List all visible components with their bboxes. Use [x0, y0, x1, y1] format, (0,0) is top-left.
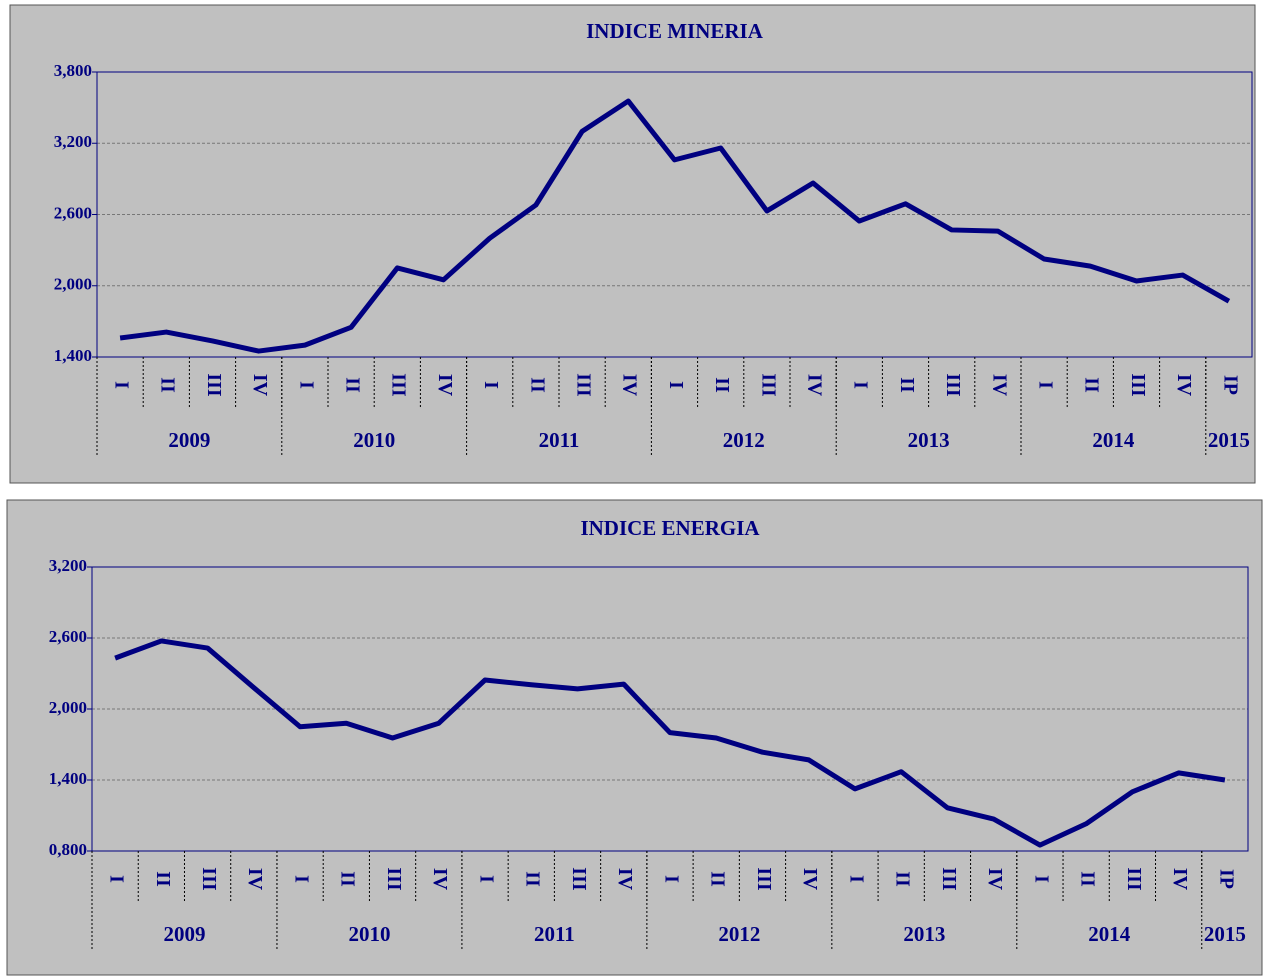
x-tick-label: III: [757, 373, 779, 397]
group-label: 2011: [539, 428, 580, 452]
y-tick-label: 1,400: [49, 769, 87, 788]
x-tick-label: IV: [434, 374, 456, 397]
x-tick-label: III: [1127, 373, 1149, 397]
x-tick-label: IV: [988, 374, 1010, 397]
x-tick-label: I: [111, 381, 133, 389]
x-tick-label: II: [342, 377, 364, 393]
chart-frame: [6, 499, 1263, 976]
x-tick-label: III: [1123, 867, 1145, 891]
x-tick-label: II: [526, 377, 548, 393]
x-tick-label: III: [388, 373, 410, 397]
x-tick-label: I: [665, 381, 687, 389]
group-label: 2014: [1092, 428, 1135, 452]
x-tick-label: IV: [244, 868, 266, 891]
x-tick-label: III: [383, 867, 405, 891]
y-tick-label: 2,600: [49, 627, 87, 646]
x-tick-label: III: [938, 867, 960, 891]
x-tick-label: II: [152, 871, 174, 887]
x-tick-label: III: [573, 373, 595, 397]
group-label: 2013: [903, 922, 945, 946]
x-tick-label: II: [522, 871, 544, 887]
x-tick-label: I: [475, 875, 497, 883]
x-tick-label: IV: [249, 374, 271, 397]
x-tick-label: II: [337, 871, 359, 887]
x-tick-label: I: [295, 381, 317, 389]
x-tick-label: II: [707, 871, 729, 887]
x-tick-label: IV: [804, 374, 826, 397]
x-tick-label: II: [1077, 871, 1099, 887]
x-tick-label: II: [1081, 377, 1103, 393]
group-label: 2015: [1208, 428, 1250, 452]
y-tick-label: 2,000: [49, 698, 87, 717]
group-label: 2009: [163, 922, 205, 946]
x-tick-label: I: [1035, 381, 1057, 389]
group-label: 2015: [1204, 922, 1246, 946]
x-tick-label: I: [480, 381, 502, 389]
x-tick-label: I: [850, 381, 872, 389]
y-tick-label: 3,200: [49, 556, 87, 575]
x-tick-label: III: [753, 867, 775, 891]
x-tick-label: III: [568, 867, 590, 891]
y-tick-label: 2,600: [54, 203, 92, 222]
x-tick-label: IV: [1173, 374, 1195, 397]
x-tick-label: IV: [984, 868, 1006, 891]
x-tick-label: IV: [799, 868, 821, 891]
x-tick-label: III: [198, 867, 220, 891]
group-label: 2012: [723, 428, 765, 452]
x-tick-label: IV: [429, 868, 451, 891]
x-tick-label: IP: [1219, 375, 1241, 395]
group-label: 2014: [1088, 922, 1131, 946]
x-tick-label: II: [892, 871, 914, 887]
line: [119, 98, 1231, 354]
x-tick-label: III: [203, 373, 225, 397]
x-tick-label: II: [711, 377, 733, 393]
y-tick-label: 3,800: [54, 61, 92, 80]
x-tick-label: I: [845, 875, 867, 883]
y-tick-label: 0,800: [49, 840, 87, 859]
group-label: 2010: [353, 428, 395, 452]
plot-border: [96, 71, 1253, 358]
group-label: 2010: [348, 922, 390, 946]
x-tick-label: I: [660, 875, 682, 883]
y-tick-label: 2,000: [54, 275, 92, 294]
x-tick-label: IV: [614, 868, 636, 891]
chart-title: INDICE MINERIA: [586, 19, 764, 43]
plot-border: [91, 566, 1249, 852]
x-tick-label: III: [942, 373, 964, 397]
y-tick-label: 1,400: [54, 346, 92, 365]
x-tick-label: IV: [619, 374, 641, 397]
x-tick-label: I: [290, 875, 312, 883]
x-tick-label: I: [1030, 875, 1052, 883]
x-tick-label: I: [106, 875, 128, 883]
x-tick-label: IV: [1169, 868, 1191, 891]
group-label: 2012: [718, 922, 760, 946]
chart-title: INDICE ENERGIA: [580, 516, 760, 540]
group-label: 2013: [908, 428, 950, 452]
group-label: 2011: [534, 922, 575, 946]
line: [114, 638, 1226, 848]
x-tick-label: II: [157, 377, 179, 393]
group-label: 2009: [168, 428, 210, 452]
x-tick-label: II: [896, 377, 918, 393]
chart-frame: [9, 4, 1256, 484]
y-tick-label: 3,200: [54, 132, 92, 151]
x-tick-label: IP: [1215, 869, 1237, 889]
